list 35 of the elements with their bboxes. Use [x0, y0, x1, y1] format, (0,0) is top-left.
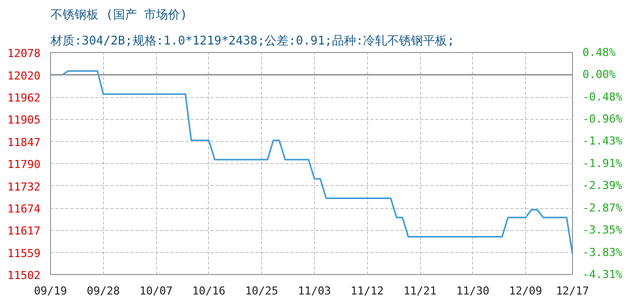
- y2-tick-label: 0.48%: [582, 46, 616, 59]
- y2-tick-label: 0.00%: [582, 68, 616, 82]
- x-tick-label: 12/09: [509, 284, 542, 298]
- y-tick-label: 11790: [7, 158, 41, 171]
- x-tick-label: 10/07: [140, 284, 173, 298]
- chart-subtitle: 材质:304/2B;规格:1.0*1219*2438;公差:0.91;品种:冷轧不锈钢平板;: [50, 34, 454, 48]
- y2-tick-label: -4.31%: [582, 268, 623, 281]
- x-tick-label: 09/19: [34, 284, 68, 298]
- y2-tick-label: -2.39%: [582, 179, 623, 192]
- y2-tick-label: -3.35%: [582, 224, 623, 237]
- y-tick-label: 11617: [7, 224, 41, 238]
- y2-tick-label: -3.83%: [582, 246, 623, 259]
- y2-tick-label: -1.43%: [582, 134, 623, 148]
- y2-tick-label: -0.96%: [582, 112, 623, 126]
- y2-tick-label: -1.91%: [582, 156, 623, 170]
- chart-title: 不锈钢板 (国产 市场价): [50, 8, 188, 22]
- y-tick-label: 11847: [7, 136, 41, 150]
- y-tick-label: 11502: [7, 269, 41, 282]
- x-tick-label: 12/17: [556, 284, 590, 298]
- x-tick-label: 11/30: [456, 284, 490, 298]
- y-tick-label: 12020: [7, 69, 41, 82]
- y2-tick-label: -0.48%: [582, 90, 623, 104]
- y-tick-label: 11732: [7, 180, 41, 194]
- x-tick-label: 10/16: [192, 284, 226, 298]
- y-tick-label: 11905: [7, 114, 41, 127]
- y2-tick-label: -2.87%: [582, 201, 623, 214]
- x-tick-label: 11/12: [350, 284, 384, 298]
- y-tick-label: 11674: [7, 202, 41, 216]
- x-tick-label: 10/25: [245, 284, 278, 298]
- x-tick-label: 11/21: [403, 284, 437, 298]
- y-tick-label: 11962: [7, 92, 41, 105]
- y-tick-label: 12078: [7, 47, 41, 60]
- x-tick-label: 11/03: [298, 284, 331, 298]
- y-tick-label: 11559: [7, 247, 41, 260]
- x-tick-label: 09/28: [86, 284, 120, 298]
